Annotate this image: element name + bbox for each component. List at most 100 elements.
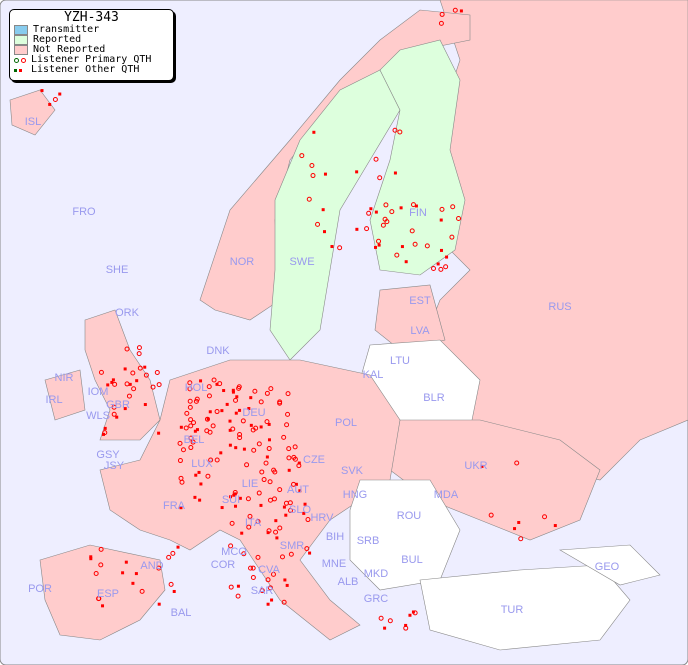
listener-other-marker [157, 431, 161, 435]
country-label-nor: NOR [229, 256, 255, 268]
listener-primary-marker [394, 252, 400, 258]
country-label-cze: CZE [303, 454, 325, 466]
listener-other-marker [383, 626, 387, 630]
listener-other-marker [270, 598, 274, 602]
country-label-rou: ROU [396, 510, 422, 522]
listener-primary-marker [217, 381, 223, 387]
listener-primary-marker [277, 400, 283, 406]
listener-primary-marker [366, 210, 372, 216]
listener-other-marker [369, 207, 373, 211]
listener-primary-marker [130, 370, 136, 376]
country-label-mne: MNE [321, 558, 347, 570]
listener-primary-marker [266, 528, 272, 534]
listener-primary-marker [170, 550, 176, 556]
listener-primary-marker [424, 243, 430, 249]
swatch-icon [14, 45, 28, 55]
listener-primary-marker [205, 473, 211, 479]
country-label-cva: CVA [258, 564, 280, 576]
listener-primary-marker [156, 565, 162, 571]
listener-primary-marker [542, 514, 548, 520]
listener-primary-marker [292, 444, 298, 450]
listener-other-marker [219, 451, 223, 455]
country-label-esp: ESP [96, 588, 120, 600]
listener-other-marker [312, 130, 316, 134]
listener-primary-marker [456, 216, 462, 222]
listener-other-marker [40, 89, 44, 93]
listener-primary-marker [378, 615, 384, 621]
listener-primary-marker [410, 202, 416, 208]
listener-other-marker [121, 571, 125, 575]
listener-primary-marker [204, 428, 210, 434]
listener-primary-marker [306, 196, 312, 202]
listener-other-marker [195, 428, 199, 432]
legend-item-other: Listener Other QTH [10, 65, 173, 75]
country-label-aut: AUT [287, 484, 309, 496]
iceland [9, 89, 56, 136]
listener-primary-marker [137, 365, 143, 371]
listener-other-marker [408, 613, 412, 617]
listener-other-marker [115, 415, 119, 419]
listener-primary-marker [210, 423, 216, 429]
country-label-jsy: JSY [103, 460, 125, 472]
listener-other-marker [330, 245, 334, 249]
country-label-lva: LVA [410, 325, 430, 337]
country-label-mkd: MKD [363, 568, 389, 580]
listener-primary-marker [229, 520, 235, 526]
country-label-and: AND [140, 560, 164, 572]
legend: YZH-343 Transmitter Reported Not Reporte… [9, 9, 174, 81]
country-label-irl: IRL [45, 394, 63, 406]
listener-primary-marker [259, 469, 265, 475]
listener-other-marker [321, 208, 325, 212]
listener-primary-marker [177, 458, 183, 464]
listener-primary-marker [389, 209, 395, 215]
listener-primary-marker [206, 384, 212, 390]
listener-primary-marker [187, 386, 193, 392]
listener-other-marker [285, 583, 289, 587]
country-label-mda: MDA [433, 489, 459, 501]
listener-primary-marker [166, 554, 172, 560]
country-label-she: SHE [105, 264, 129, 276]
listener-primary-marker [518, 536, 524, 542]
listener-primary-marker [291, 454, 297, 460]
listener-primary-marker [397, 129, 403, 135]
listener-other-marker [517, 520, 521, 524]
sweden [269, 69, 401, 361]
listener-other-marker [267, 438, 271, 442]
listener-primary-marker [270, 571, 276, 577]
listener-primary-marker [383, 202, 389, 208]
listener-other-marker [206, 417, 210, 421]
listener-other-marker [229, 495, 233, 499]
listener-other-marker [225, 402, 229, 406]
listener-other-marker [234, 411, 238, 415]
listener-other-marker [274, 519, 278, 523]
listener-other-marker [265, 455, 269, 459]
listener-primary-marker [131, 386, 137, 392]
finland [369, 39, 466, 276]
ireland [44, 369, 86, 421]
listener-other-marker [176, 545, 180, 549]
listener-other-marker [110, 380, 114, 384]
listener-other-marker [194, 473, 198, 477]
listener-other-marker [323, 172, 327, 176]
listener-other-marker [89, 555, 93, 559]
listener-primary-marker [452, 7, 458, 13]
listener-primary-marker [211, 377, 217, 383]
listener-other-marker [284, 513, 288, 517]
listener-primary-marker [184, 410, 190, 416]
listener-primary-marker [256, 441, 262, 447]
listener-primary-marker [263, 460, 269, 466]
listener-primary-marker [183, 425, 189, 431]
legend-item-transmitter: Transmitter [10, 25, 173, 35]
country-label-sar: SAR [250, 585, 274, 597]
listener-other-marker [198, 498, 202, 502]
listener-primary-marker [277, 525, 283, 531]
listener-other-marker [238, 408, 242, 412]
listener-other-marker [298, 489, 302, 493]
listener-other-marker [377, 243, 381, 247]
listener-primary-marker [188, 435, 194, 441]
listener-other-marker [179, 506, 183, 510]
listener-other-marker [374, 245, 378, 249]
listener-other-marker [282, 505, 286, 509]
legend-label: Listener Other QTH [31, 64, 140, 75]
listener-primary-marker [206, 393, 212, 399]
